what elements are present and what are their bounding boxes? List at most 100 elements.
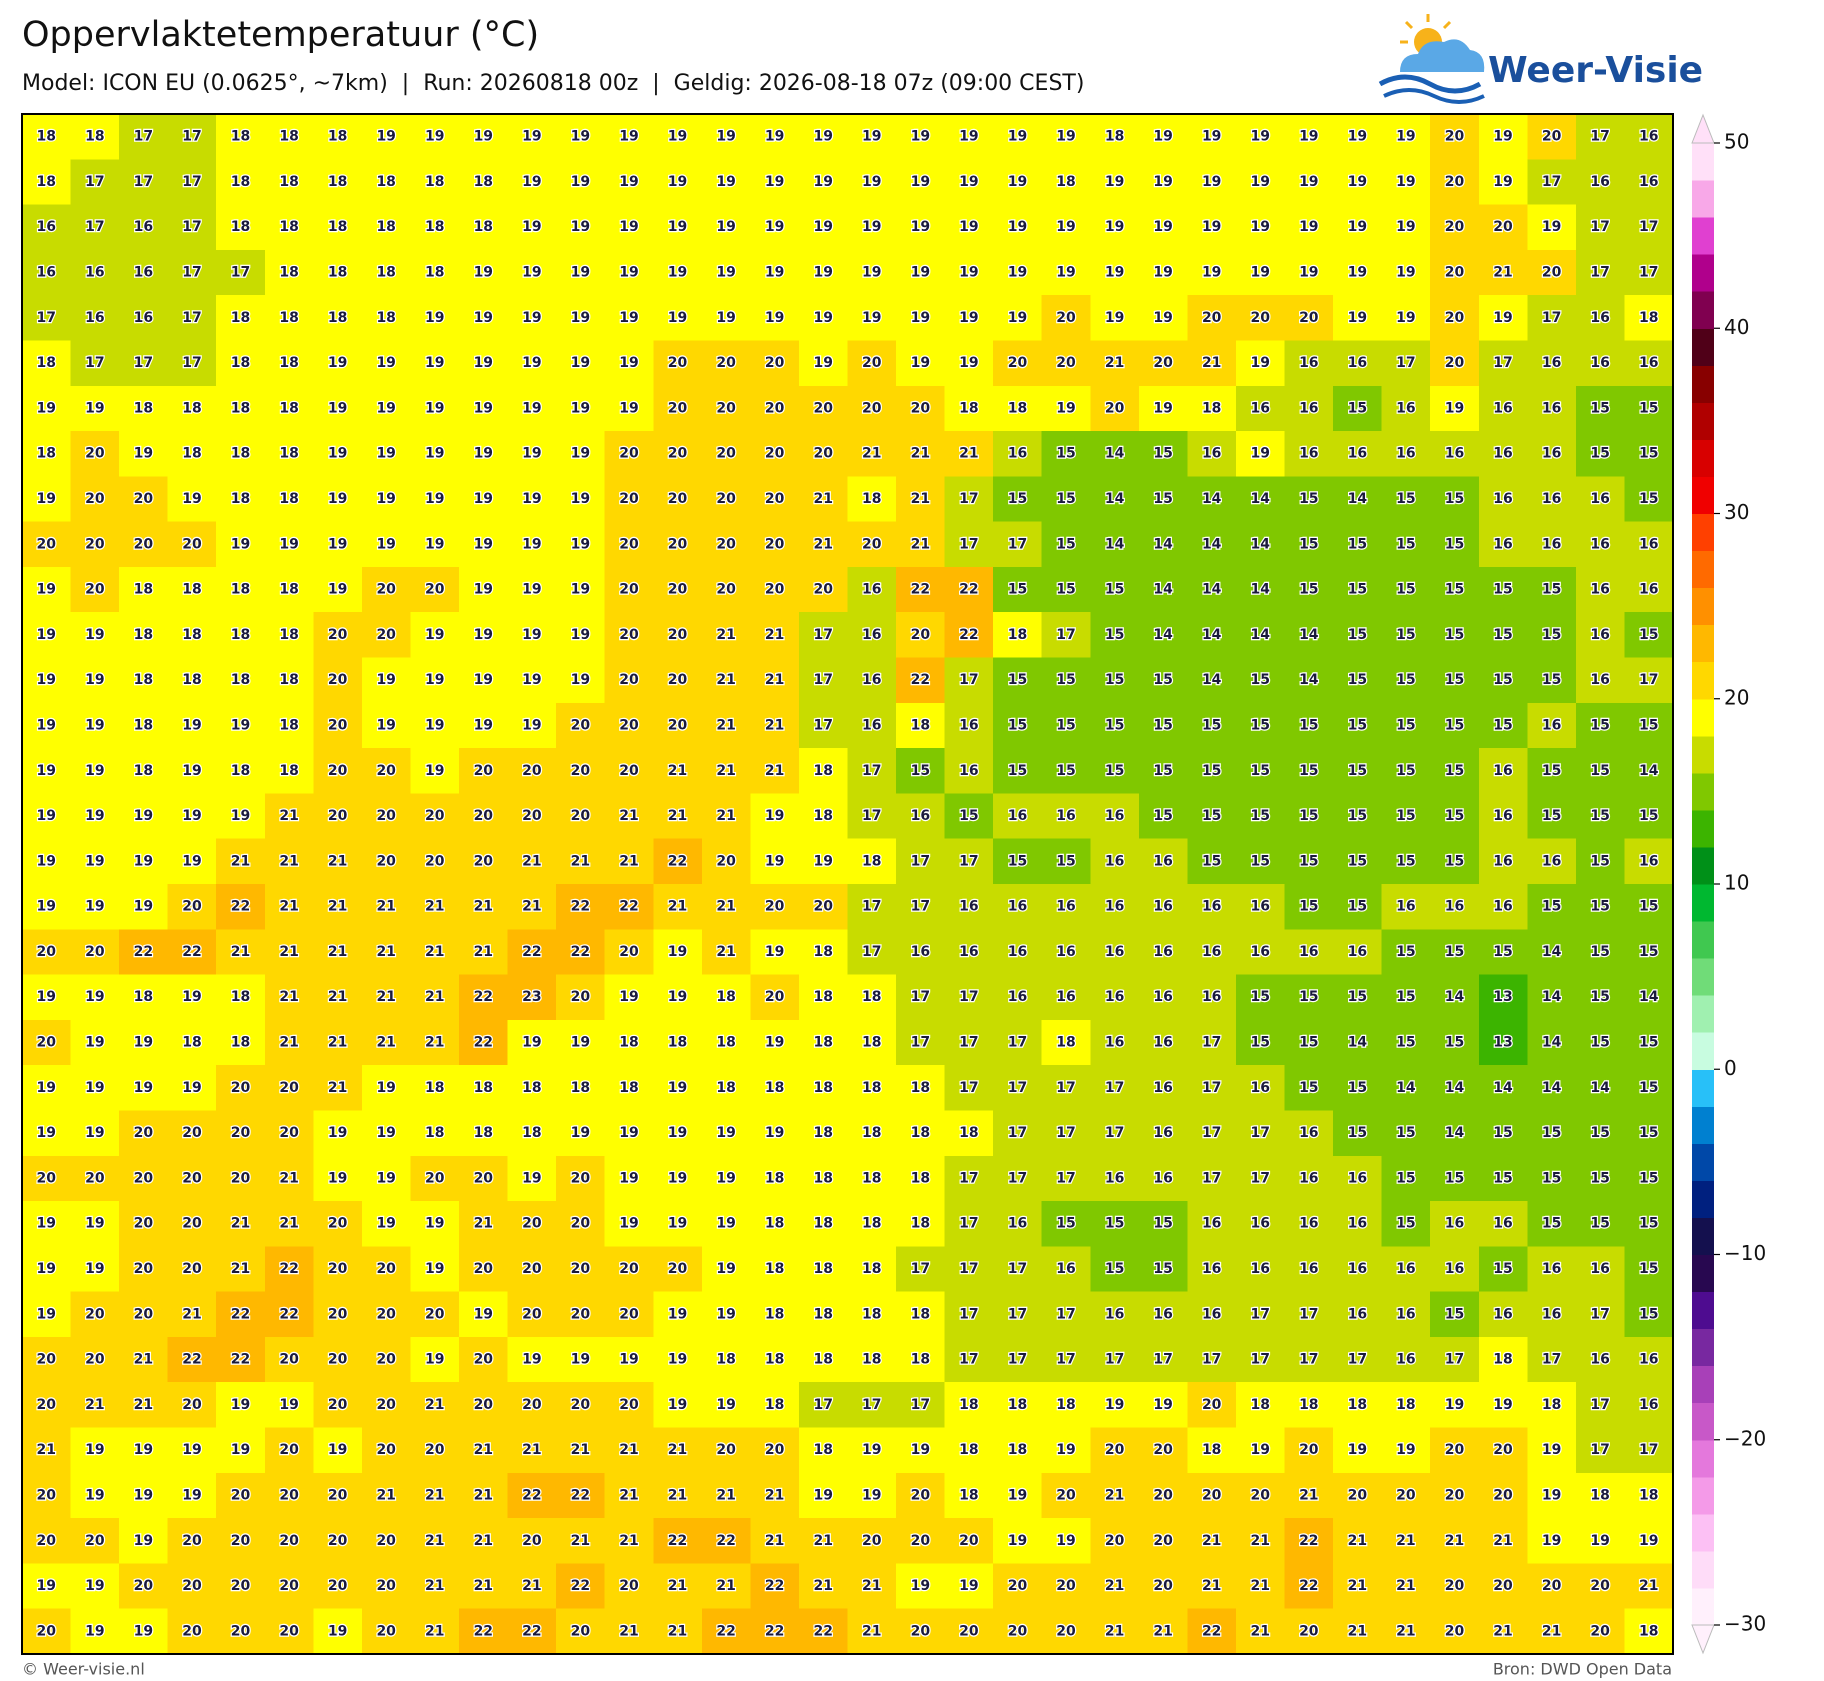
temperature-cell	[847, 793, 897, 840]
temperature-label: 17	[1056, 1352, 1075, 1368]
temperature-label: 20	[1299, 1442, 1319, 1458]
temperature-cell	[847, 1608, 897, 1655]
temperature-cell	[1624, 1065, 1674, 1112]
temperature-label: 15	[1542, 899, 1561, 915]
temperature-label: 19	[328, 1623, 347, 1639]
temperature-cell	[750, 431, 800, 477]
logo-wave	[1378, 74, 1482, 94]
temperature-cell	[22, 476, 72, 523]
temperature-cell	[1090, 1246, 1140, 1293]
temperature-cell	[847, 476, 897, 523]
temperature-label: 21	[376, 899, 395, 915]
temperature-cell	[896, 612, 946, 659]
temperature-label: 17	[1639, 219, 1658, 235]
temperature-cell	[459, 295, 509, 342]
temperature-cell	[993, 385, 1043, 432]
temperature-label: 16	[1590, 355, 1609, 371]
temperature-cell	[313, 204, 363, 251]
temperature-cell	[459, 974, 509, 1021]
temperature-label: 20	[1542, 129, 1562, 145]
temperature-cell	[556, 1246, 606, 1293]
colorbar-bin	[1692, 698, 1714, 737]
temperature-label: 20	[1445, 310, 1465, 326]
temperature-label: 19	[522, 129, 541, 145]
temperature-cell	[1575, 1472, 1626, 1519]
temperature-label: 20	[911, 1533, 931, 1549]
temperature-cell	[1381, 566, 1431, 613]
temperature-cell	[798, 1427, 849, 1474]
temperature-cell	[313, 521, 363, 568]
temperature-cell	[847, 114, 897, 160]
temperature-label: 18	[1639, 1623, 1658, 1639]
temperature-label: 19	[1348, 219, 1367, 235]
temperature-label: 16	[959, 944, 978, 960]
temperature-label: 19	[522, 174, 541, 190]
temperature-label: 18	[182, 446, 201, 462]
temperature-cell	[361, 159, 412, 206]
temperature-label: 19	[862, 310, 881, 326]
temperature-cell	[1478, 657, 1528, 704]
temperature-label: 20	[1153, 1578, 1173, 1594]
temperature-label: 15	[1590, 763, 1609, 779]
temperature-cell	[507, 340, 557, 387]
temperature-cell	[216, 748, 266, 795]
temperature-label: 17	[1202, 1125, 1221, 1141]
temperature-label: 20	[1348, 1487, 1368, 1503]
temperature-label: 20	[182, 1170, 202, 1186]
temperature-cell	[1333, 431, 1383, 477]
temperature-label: 21	[668, 808, 687, 824]
temperature-cell	[1381, 1382, 1431, 1429]
temperature-label: 16	[37, 219, 56, 235]
temperature-label: 16	[1590, 627, 1609, 643]
temperature-cell	[993, 748, 1043, 795]
temperature-cell	[361, 929, 412, 976]
temperature-label: 16	[1396, 400, 1415, 416]
temperature-label: 16	[1639, 129, 1658, 145]
colorbar-bin	[1692, 624, 1714, 663]
temperature-label: 19	[959, 310, 978, 326]
temperature-cell	[70, 114, 120, 160]
temperature-cell	[313, 1019, 363, 1066]
temperature-label: 21	[716, 763, 735, 779]
temperature-label: 19	[668, 129, 687, 145]
temperature-cell	[1187, 748, 1237, 795]
temperature-label: 20	[1445, 129, 1465, 145]
temperature-label: 20	[1153, 1487, 1173, 1503]
temperature-label: 19	[1396, 310, 1415, 326]
temperature-cell	[993, 929, 1043, 976]
temperature-label: 19	[862, 219, 881, 235]
temperature-label: 16	[1590, 536, 1609, 552]
temperature-cell	[1090, 476, 1140, 523]
temperature-cell	[1381, 385, 1431, 432]
temperature-label: 18	[328, 219, 347, 235]
temperature-label: 19	[911, 129, 930, 145]
temperature-label: 16	[1348, 944, 1367, 960]
temperature-cell	[1478, 884, 1528, 930]
temperature-cell	[1235, 838, 1286, 885]
temperature-label: 17	[1542, 1352, 1561, 1368]
temperature-label: 20	[1202, 310, 1222, 326]
temperature-cell	[798, 1065, 849, 1112]
temperature-label: 19	[1008, 219, 1027, 235]
temperature-label: 19	[1251, 446, 1270, 462]
temperature-label: 21	[474, 1578, 493, 1594]
temperature-cell	[1138, 385, 1189, 432]
temperature-cell	[1041, 1110, 1091, 1157]
temperature-label: 18	[231, 355, 250, 371]
temperature-label: 19	[813, 265, 832, 281]
temperature-label: 22	[474, 1035, 493, 1051]
temperature-label: 21	[1251, 1578, 1270, 1594]
temperature-cell	[119, 748, 169, 795]
temperature-label: 20	[474, 853, 494, 869]
temperature-label: 20	[37, 1533, 57, 1549]
temperature-label: 15	[1056, 536, 1075, 552]
temperature-label: 20	[813, 400, 833, 416]
temperature-label: 21	[862, 446, 881, 462]
temperature-cell	[361, 1427, 412, 1474]
temperature-cell	[1041, 340, 1091, 387]
temperature-label: 20	[716, 446, 736, 462]
temperature-cell	[1381, 249, 1431, 296]
temperature-cell	[1575, 1201, 1626, 1247]
temperature-label: 18	[376, 219, 395, 235]
temperature-label: 16	[1105, 944, 1124, 960]
